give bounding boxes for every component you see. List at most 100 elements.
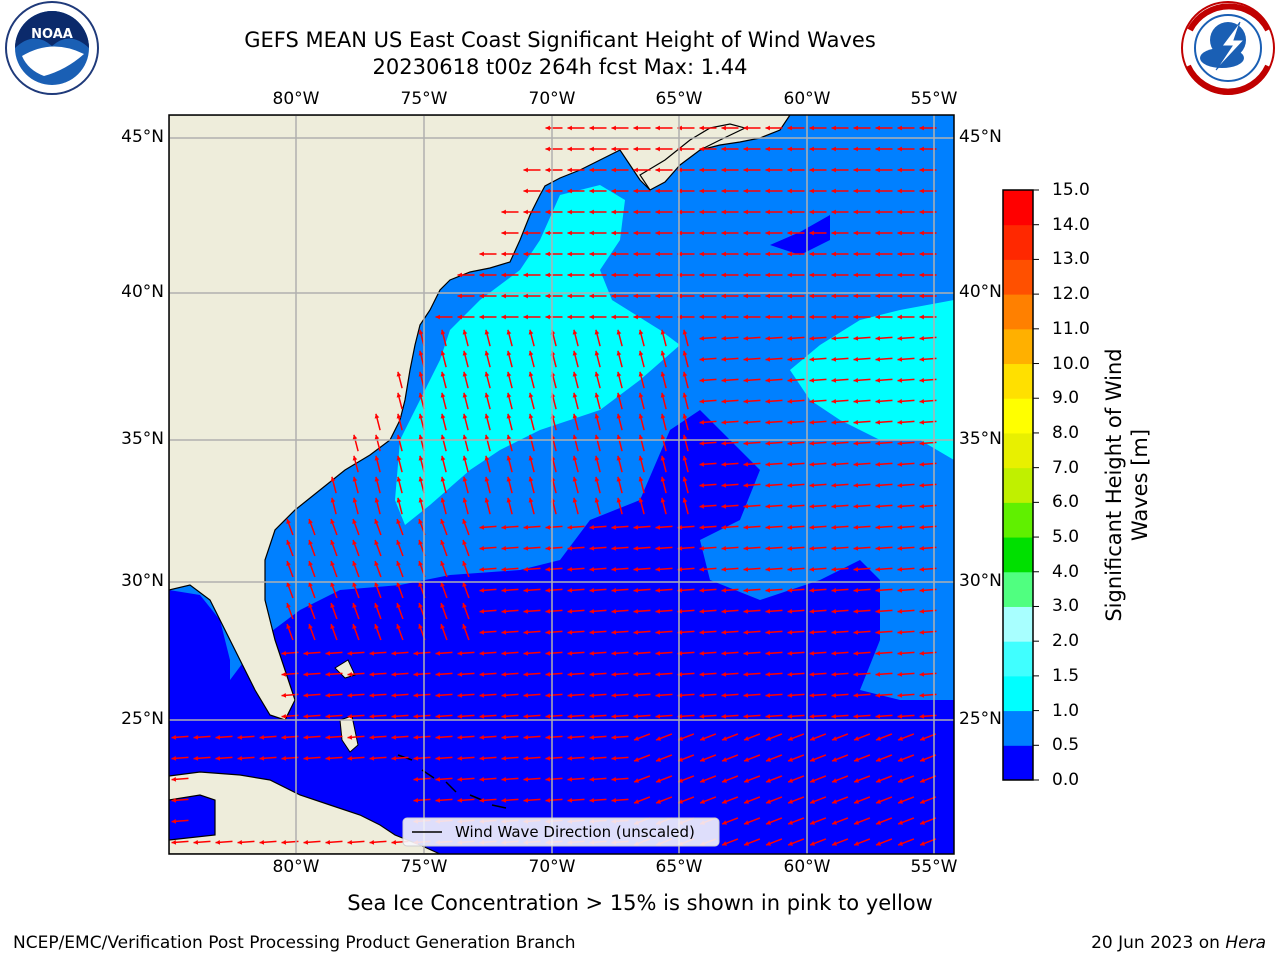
wave-arrow [237,734,255,740]
wave-arrow [396,371,403,389]
wave-arrow [528,350,535,368]
wave-arrow [479,797,497,803]
colorbar-tick-label: 6.0 [1052,492,1080,513]
colorbar-tick-label: 14.0 [1052,214,1090,235]
wave-arrow [721,419,739,425]
wave-arrow [330,539,338,557]
wave-arrow [374,476,381,494]
wave-arrow [633,167,651,173]
wave-arrow [875,608,893,614]
lat-label-right: 35°N [959,429,1002,449]
wave-arrow [831,566,849,572]
wave-arrow [809,188,827,194]
colorbar-segment [1003,571,1033,607]
wave-arrow [765,692,783,698]
wave-arrow [809,733,827,741]
wave-arrow [611,776,629,782]
wave-arrow [743,713,761,719]
colorbar-tick-label: 11.0 [1052,318,1090,339]
wave-arrow [875,671,893,677]
wave-arrow [765,314,783,320]
wave-arrow [347,839,365,845]
wave-arrow [743,398,761,404]
wave-arrow [655,293,673,299]
wave-arrow [369,839,387,845]
wave-arrow [787,293,805,299]
wave-arrow [655,650,673,656]
wave-arrow [853,775,871,783]
wave-arrow [721,650,739,656]
wave-arrow [655,146,673,152]
wave-arrow [787,566,805,572]
wave-arrow [831,167,849,173]
wave-region-high-east [790,300,954,460]
wave-arrow [633,629,651,635]
wave-arrow [743,817,761,825]
wave-arrow [809,272,827,278]
wave-arrow [699,461,717,467]
wave-arrow [215,839,233,845]
wave-arrow [721,482,739,488]
wave-arrow [462,371,469,389]
wave-arrow [633,713,651,719]
lat-label-left: 35°N [121,429,164,449]
nws-logo [1181,1,1275,95]
wave-arrow [193,755,211,761]
wave-arrow [787,775,805,783]
wave-arrow [699,377,717,383]
wave-arrow [699,566,717,572]
wave-arrow [303,650,321,656]
wave-arrow [528,329,535,347]
wave-arrow [831,188,849,194]
wave-arrow [677,671,695,677]
wave-arrow [237,839,255,845]
wave-arrow [611,293,629,299]
wave-arrow [853,566,871,572]
wave-arrow [743,650,761,656]
wave-arrow [589,692,607,698]
wave-arrow [330,497,337,515]
wave-arrow [457,776,475,782]
wave-arrow [677,524,695,530]
lat-label-left: 40°N [121,282,164,302]
wave-arrow [721,545,739,551]
wave-arrow [743,461,761,467]
wave-arrow [330,476,337,494]
wave-arrow [897,314,915,320]
wave-arrow [743,503,761,509]
wave-arrow [391,755,409,761]
wave-arrow [853,524,871,530]
wave-arrow [699,272,717,278]
wave-arrow [369,713,387,719]
wave-arrow [787,272,805,278]
wave-arrow [611,146,629,152]
lon-label-top: 70°W [528,89,576,109]
wave-arrow [765,125,783,131]
wave-arrow [479,671,497,677]
lon-label-bottom: 65°W [655,857,703,877]
wave-arrow [765,650,783,656]
wave-arrow [875,209,893,215]
wave-arrow [677,587,695,593]
wave-arrow [655,775,673,783]
wave-arrow [506,455,513,473]
wave-arrow [765,754,783,762]
wave-arrow [655,524,673,530]
wave-arrow [765,796,783,804]
wave-arrow [831,629,849,635]
wave-arrow [853,125,871,131]
wave-arrow [506,434,513,452]
wave-arrow [259,734,277,740]
wave-arrow [484,434,491,452]
wave-arrow [352,497,359,515]
wave-arrow [528,455,535,473]
wave-arrow [374,581,382,599]
wave-arrow [787,817,805,825]
wave-arrow [567,629,585,635]
wave-arrow [479,650,497,656]
wave-arrow [682,434,689,452]
wave-arrow [897,461,915,467]
wave-arrow [655,754,673,762]
wave-arrow [765,146,783,152]
wave-arrow [589,608,607,614]
